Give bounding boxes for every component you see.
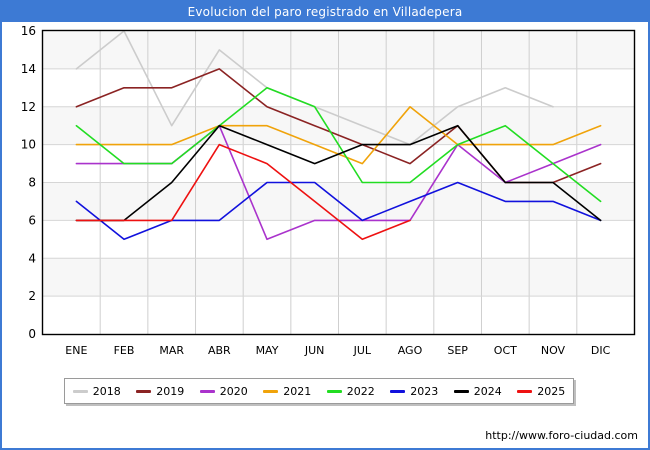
legend-item-2019[interactable]: 2019 — [136, 385, 184, 398]
window-title-bar: Evolucion del paro registrado en Villade… — [2, 2, 648, 22]
chart-legend: 2018 2019 2020 2021 2022 2023 2024 2025 — [64, 378, 574, 404]
legend-item-2018[interactable]: 2018 — [72, 384, 121, 398]
svg-text:2: 2 — [28, 289, 36, 303]
svg-text:6: 6 — [28, 213, 36, 227]
svg-text:4: 4 — [28, 251, 36, 265]
legend-item-label: 2025 — [537, 384, 566, 398]
legend-swatch-icon — [136, 389, 152, 393]
legend-swatch-icon — [199, 389, 215, 393]
svg-text:OCT: OCT — [494, 344, 517, 357]
legend-swatch-icon — [453, 389, 469, 393]
legend-item-label: 2021 — [283, 384, 312, 398]
legend-item-2025[interactable]: 2025 — [517, 385, 565, 398]
svg-text:ENE: ENE — [65, 344, 87, 357]
line-chart-svg: 0 2 4 6 8 10 12 14 16 ENE FEB MAR ABR MAY JUN JUL AGO SE… — [21, 24, 636, 357]
chart-series-lines — [75, 30, 602, 241]
svg-text:MAR: MAR — [159, 344, 184, 357]
legend-item-label: 2022 — [346, 384, 375, 398]
svg-text:MAY: MAY — [256, 344, 279, 357]
legend-item-label: 2020 — [219, 384, 248, 398]
svg-text:12: 12 — [21, 100, 36, 114]
legend-swatch-icon — [263, 389, 279, 393]
svg-text:JUN: JUN — [304, 344, 325, 357]
plot-border — [41, 29, 636, 336]
legend-item-2024[interactable]: 2024 — [453, 384, 502, 398]
legend-item-label: 2023 — [410, 384, 439, 398]
svg-text:JUL: JUL — [353, 344, 372, 357]
legend-item-2022[interactable]: 2022 — [326, 384, 375, 398]
chart-plot-area: 0 2 4 6 8 10 12 14 16 ENE FEB MAR ABR MAY JUN JUL AGO SE… — [2, 22, 648, 370]
svg-text:0: 0 — [28, 327, 36, 341]
legend-swatch-icon — [517, 389, 533, 393]
svg-text:8: 8 — [28, 176, 36, 190]
legend-swatch-icon — [72, 389, 88, 393]
legend-item-2020[interactable]: 2020 — [199, 384, 248, 398]
svg-text:14: 14 — [21, 62, 36, 76]
legend-item-2021[interactable]: 2021 — [263, 385, 311, 398]
svg-text:NOV: NOV — [541, 344, 566, 357]
legend-item-label: 2018 — [92, 384, 121, 398]
svg-text:SEP: SEP — [447, 344, 468, 357]
page-title: Evolucion del paro registrado en Villade… — [187, 5, 463, 19]
svg-text:16: 16 — [21, 24, 36, 38]
y-axis-tick-labels: 0 2 4 6 8 10 12 14 16 — [21, 24, 36, 341]
legend-item-label: 2024 — [473, 384, 502, 398]
svg-text:ABR: ABR — [208, 344, 231, 357]
svg-text:AGO: AGO — [398, 344, 423, 357]
legend-swatch-icon — [326, 389, 342, 393]
svg-text:FEB: FEB — [114, 344, 135, 357]
x-axis-tick-labels: ENE FEB MAR ABR MAY JUN JUL AGO SEP OCT NOV DIC — [65, 344, 610, 357]
legend-item-2023[interactable]: 2023 — [390, 385, 438, 398]
svg-text:10: 10 — [21, 138, 36, 152]
legend-item-label: 2019 — [156, 384, 185, 398]
svg-text:DIC: DIC — [591, 344, 611, 357]
footer-url: http://www.foro-ciudad.com — [485, 429, 638, 442]
legend-swatch-icon — [390, 389, 406, 393]
